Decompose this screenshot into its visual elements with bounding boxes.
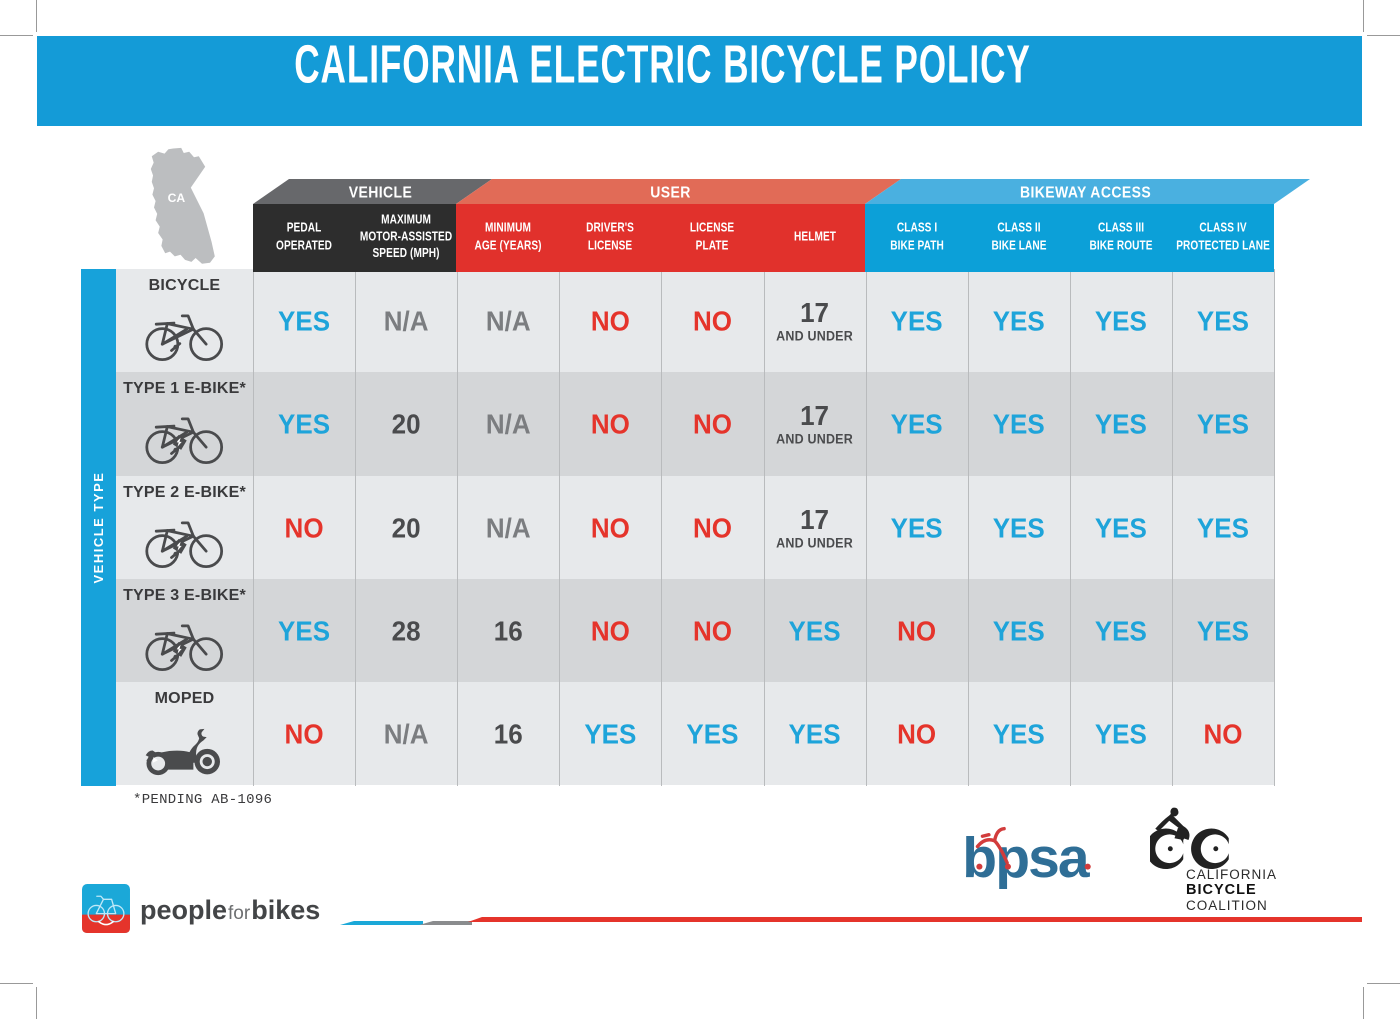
svg-text:CA: CA xyxy=(168,191,186,205)
